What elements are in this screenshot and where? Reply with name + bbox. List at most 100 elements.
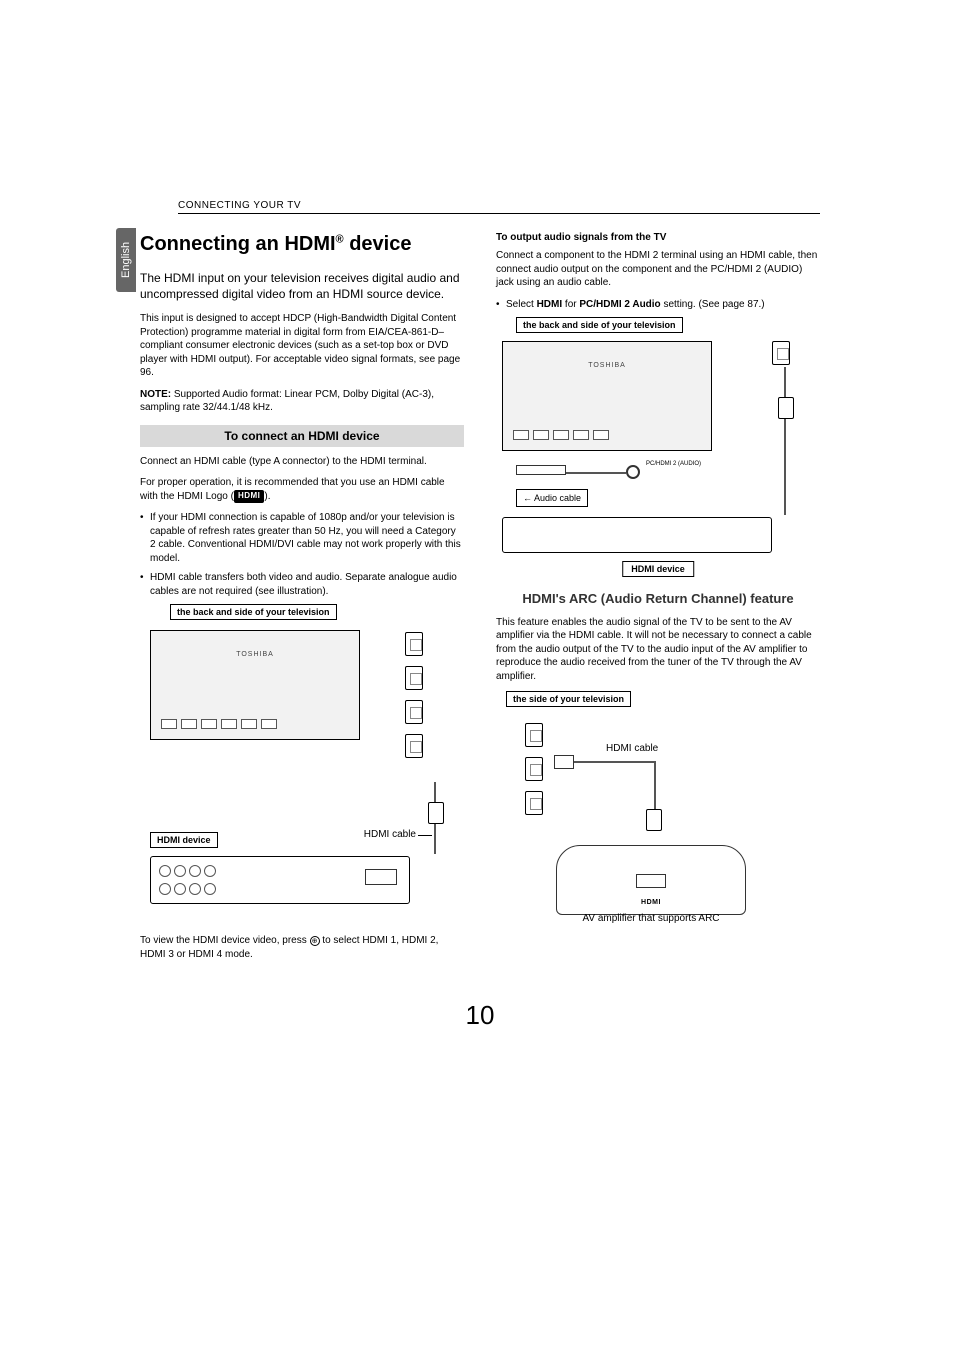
- section-header: CONNECTING YOUR TV: [178, 200, 820, 214]
- device-ports: [159, 865, 216, 877]
- hdmi-device-illustration: [150, 856, 410, 904]
- right-column: To output audio signals from the TV Conn…: [496, 232, 820, 961]
- cable-line: [434, 782, 436, 802]
- hdmi-port-icon: [772, 341, 790, 365]
- port-icon: [593, 430, 609, 440]
- footnote: To view the HDMI device video, press ⊕ t…: [140, 934, 464, 961]
- port-icon: [513, 430, 529, 440]
- connection-diagram-2: the back and side of your television TOS…: [496, 317, 820, 577]
- av-amplifier-illustration: HDMI: [556, 845, 746, 915]
- bullet-post: setting. (See page 87.): [661, 299, 765, 310]
- hdmi-port-icon: [405, 666, 423, 690]
- registered-symbol: ®: [336, 233, 344, 245]
- port-icon: [174, 865, 186, 877]
- port-icon: [159, 883, 171, 895]
- hdmi-device-illustration: [502, 517, 772, 553]
- body-paragraph-1: This input is designed to accept HDCP (H…: [140, 312, 464, 380]
- hdmi-device-label: HDMI device: [622, 561, 694, 577]
- intro-paragraph: The HDMI input on your television receiv…: [140, 270, 464, 302]
- main-heading: Connecting an HDMI® device: [140, 232, 464, 256]
- hdmi-device-label: HDMI device: [150, 832, 218, 848]
- audio-plug-icon: [516, 465, 566, 475]
- port-icon: [204, 883, 216, 895]
- subsection-heading: HDMI's ARC (Audio Return Channel) featur…: [496, 591, 820, 608]
- tv-side-panel: [394, 626, 434, 806]
- device-ports: [159, 883, 216, 895]
- port-icon: [553, 430, 569, 440]
- diagram-label-top: the back and side of your television: [170, 604, 337, 620]
- note-paragraph: NOTE: Supported Audio format: Linear PCM…: [140, 388, 464, 415]
- page-number: 10: [466, 1000, 495, 1031]
- footnote-pre: To view the HDMI device video, press: [140, 935, 310, 946]
- cable-line: [654, 761, 656, 811]
- two-column-layout: Connecting an HDMI® device The HDMI inpu…: [140, 232, 820, 961]
- body-paragraph: Connect a component to the HDMI 2 termin…: [496, 249, 820, 290]
- heading-text-pre: Connecting an HDMI: [140, 233, 336, 255]
- body-paragraph: This feature enables the audio signal of…: [496, 616, 820, 684]
- connection-diagram-1: the back and side of your television TOS…: [140, 604, 464, 924]
- tv-side-panel: [514, 717, 554, 815]
- connection-diagram-3: the side of your television HDMI cable H…: [496, 691, 820, 921]
- tv-back-illustration: TOSHIBA: [150, 630, 360, 740]
- page-content: English CONNECTING YOUR TV Connecting an…: [140, 200, 820, 961]
- hdmi-port-icon: [405, 632, 423, 656]
- body3-pre: For proper operation, it is recommended …: [140, 477, 445, 502]
- hdmi-cable-label: HDMI cable: [364, 829, 416, 840]
- bullet-mid: for: [562, 299, 579, 310]
- brand-text: TOSHIBA: [236, 651, 274, 658]
- language-tab: English: [116, 228, 136, 292]
- leader-line: [418, 835, 432, 836]
- port-icon: [533, 430, 549, 440]
- port-icon: [174, 883, 186, 895]
- brand-text: TOSHIBA: [588, 362, 626, 369]
- port-icon: [204, 865, 216, 877]
- bullet-item: HDMI cable transfers both video and audi…: [140, 571, 464, 598]
- body3-post: ).: [264, 491, 270, 502]
- bullet-list: Select HDMI for PC/HDMI 2 Audio setting.…: [496, 298, 820, 312]
- note-text: Supported Audio format: Linear PCM, Dolb…: [140, 389, 434, 414]
- section-bar: To connect an HDMI device: [140, 425, 464, 447]
- left-column: Connecting an HDMI® device The HDMI inpu…: [140, 232, 464, 961]
- hdmi-port-icon: [405, 700, 423, 724]
- bullet-item: If your HDMI connection is capable of 10…: [140, 511, 464, 565]
- hdmi-slot-icon: [636, 874, 666, 888]
- cable-connector-icon: [428, 802, 444, 824]
- port-icon: [201, 719, 217, 729]
- port-icon: [221, 719, 237, 729]
- tv-back-illustration: TOSHIBA: [502, 341, 712, 451]
- hdmi-logo-icon: HDMI: [234, 490, 264, 503]
- port-icon: [159, 865, 171, 877]
- cable-line: [784, 419, 786, 515]
- note-label: NOTE:: [140, 389, 171, 400]
- cable-connector-icon: [646, 809, 662, 831]
- port-icon: [189, 865, 201, 877]
- hdmi-device-label-wrap: HDMI device: [622, 559, 694, 577]
- hdmi-logo-icon: HDMI: [641, 899, 661, 906]
- bullet-bold-2: PC/HDMI 2 Audio: [579, 299, 660, 310]
- port-icon: [189, 883, 201, 895]
- cable-line: [574, 761, 654, 763]
- audio-jack-label: PC/HDMI 2 (AUDIO): [646, 461, 701, 467]
- cable-connector-icon: [778, 397, 794, 419]
- port-icon: [241, 719, 257, 729]
- diagram-label-top: the back and side of your television: [516, 317, 683, 333]
- subheading: To output audio signals from the TV: [496, 232, 820, 243]
- cable-line: [434, 824, 436, 854]
- tv-port-row: [161, 719, 349, 729]
- audio-jack-icon: [626, 465, 640, 479]
- tv-side-panel: [772, 341, 790, 371]
- bullet-pre: Select: [506, 299, 537, 310]
- amp-caption: AV amplifier that supports ARC: [556, 913, 746, 924]
- hdmi-port-icon: [525, 723, 543, 747]
- bullet-list: If your HDMI connection is capable of 10…: [140, 511, 464, 598]
- heading-text-post: device: [344, 233, 412, 255]
- hdmi-out-port-icon: [365, 869, 397, 885]
- bullet-item: Select HDMI for PC/HDMI 2 Audio setting.…: [496, 298, 820, 312]
- cable-line: [566, 472, 626, 474]
- bullet-bold-1: HDMI: [537, 299, 563, 310]
- hdmi-cable-label: HDMI cable: [606, 743, 658, 754]
- port-icon: [161, 719, 177, 729]
- cable-line: [784, 367, 786, 397]
- hdmi-plug-icon: [554, 755, 574, 769]
- diagram-label-top: the side of your television: [506, 691, 631, 707]
